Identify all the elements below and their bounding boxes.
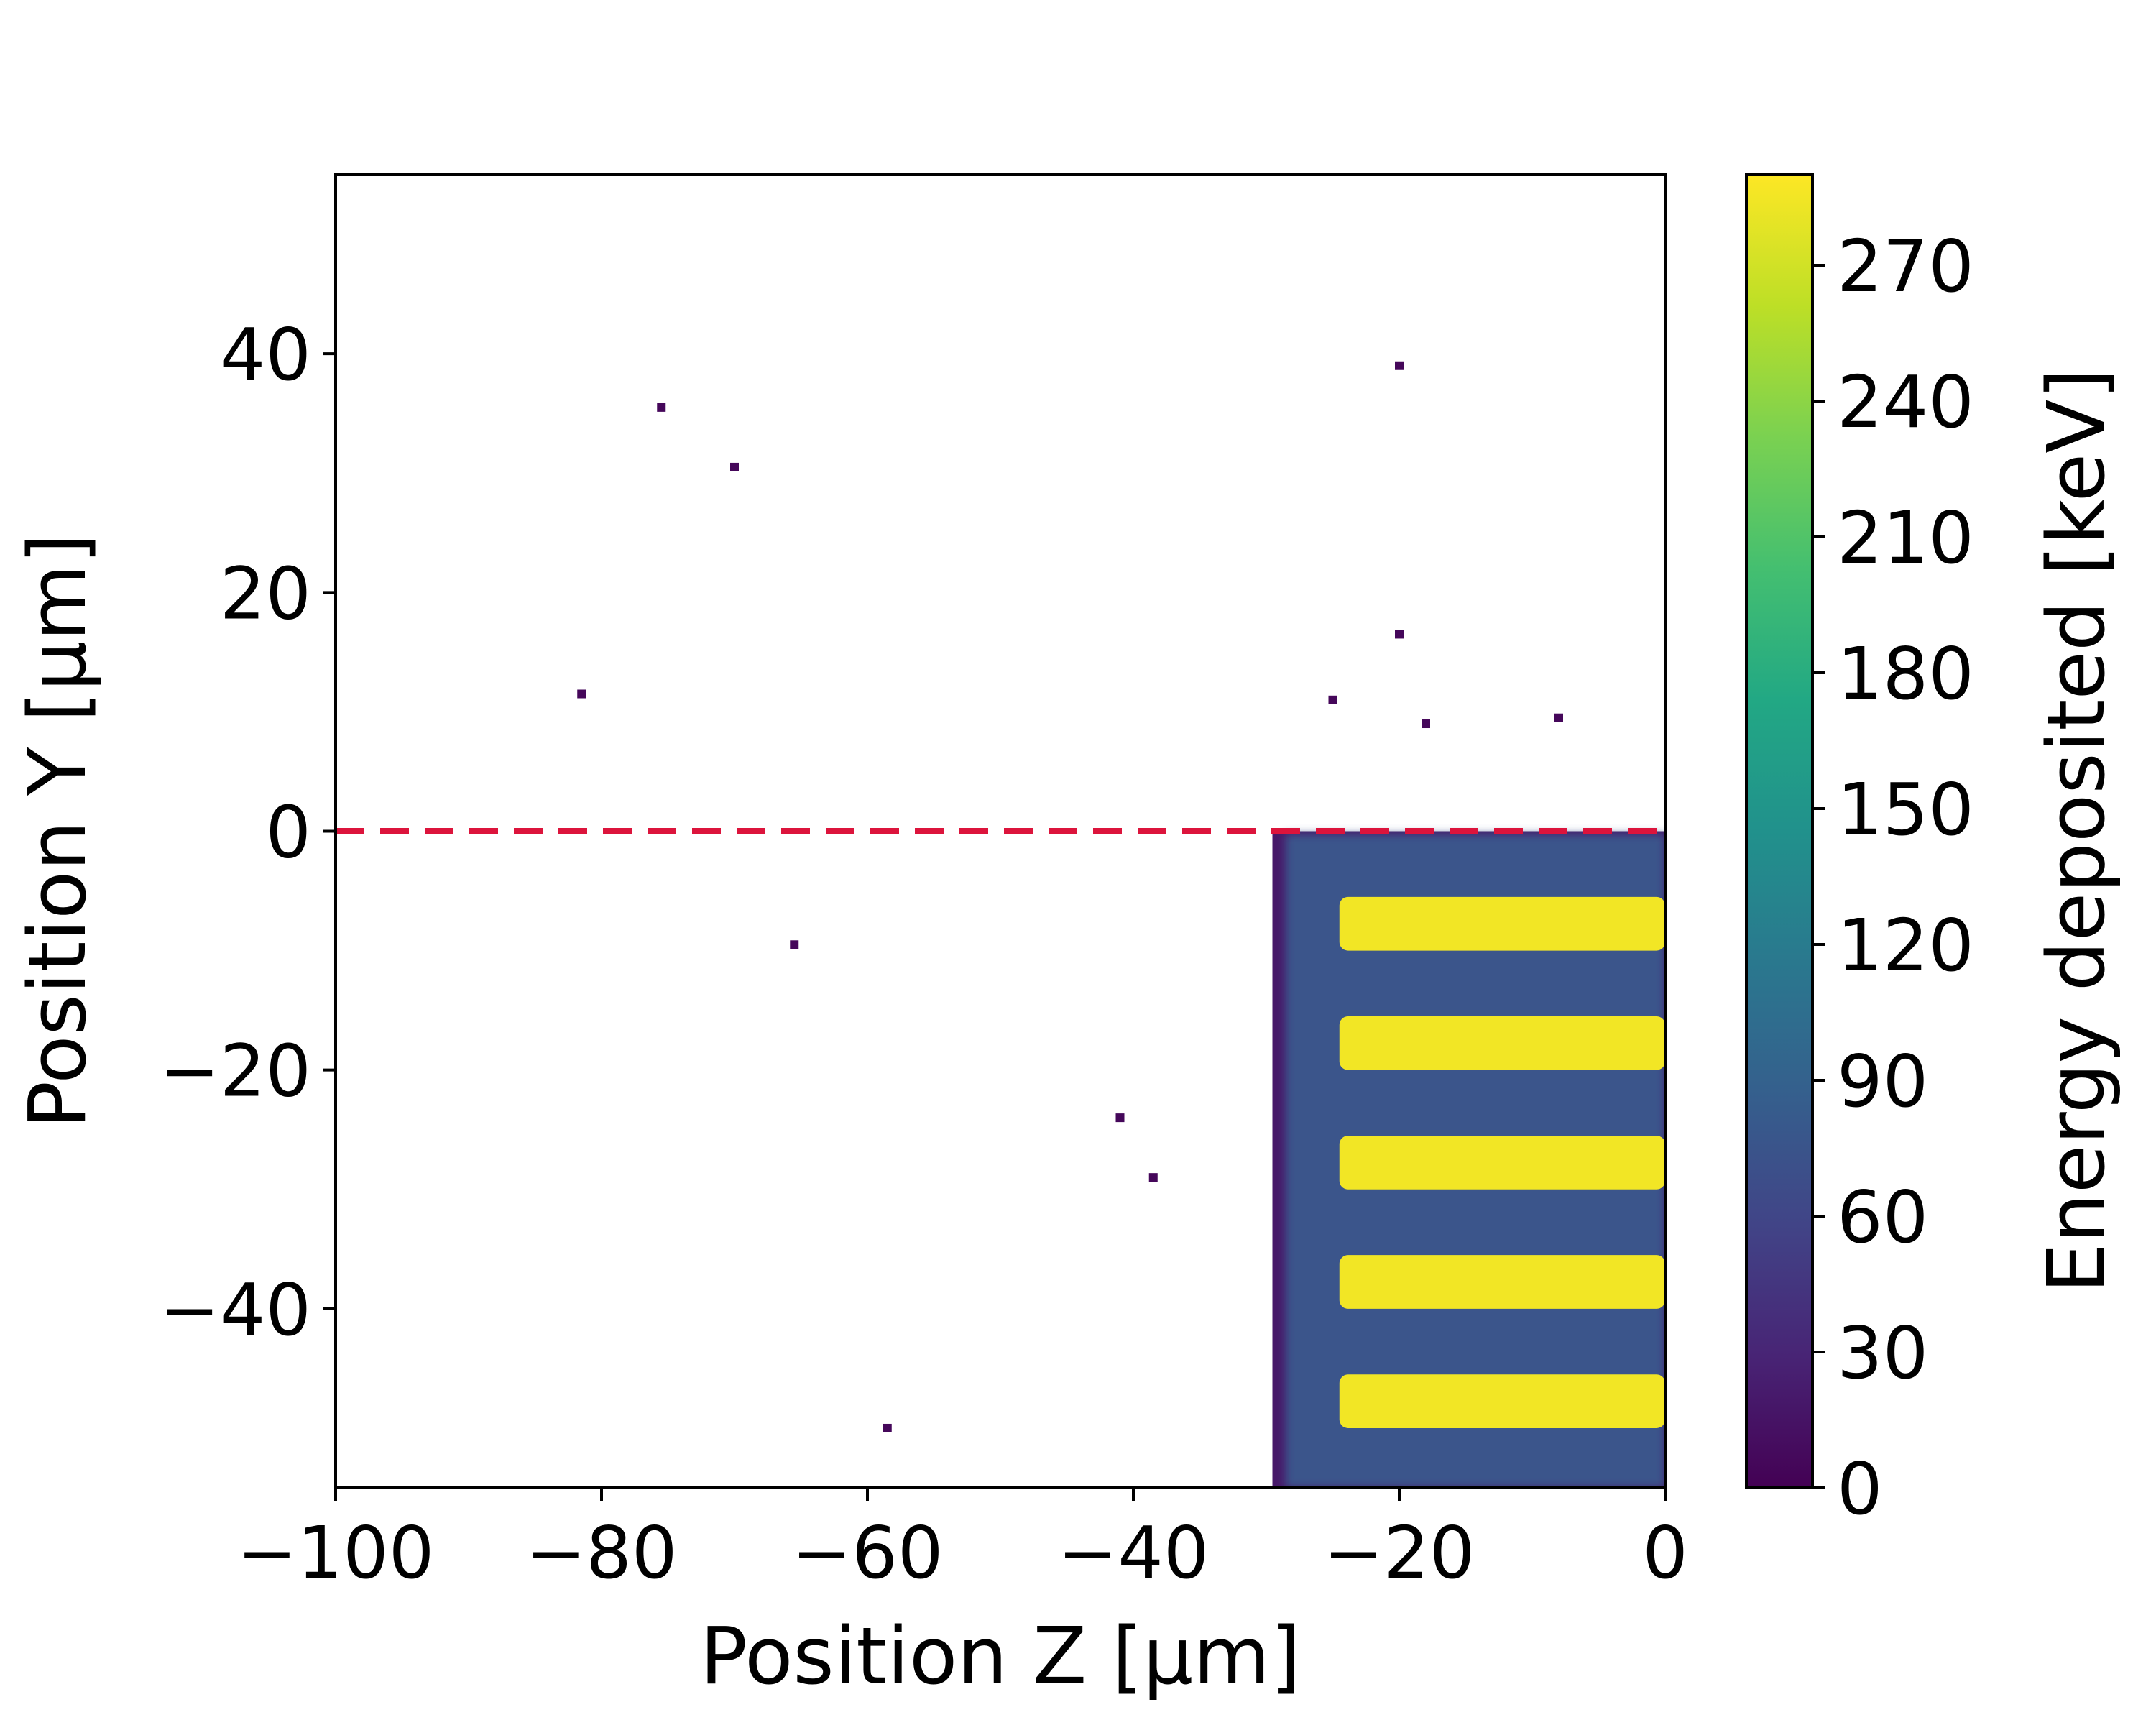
energy-stripe-2 [1339, 1016, 1665, 1070]
stray-point [883, 1423, 892, 1432]
y-tick-label: −40 [160, 1268, 311, 1352]
x-axis-ticks: −100 −80 −60 −40 −20 0 [237, 1488, 1688, 1595]
y-tick-label: −20 [160, 1029, 311, 1113]
colorbar-tick-label: 150 [1837, 768, 1974, 852]
x-tick-label: −80 [525, 1511, 677, 1595]
x-axis-label: Position Z [μm] [700, 1610, 1302, 1702]
stray-point [790, 940, 799, 949]
x-tick-label: −40 [1057, 1511, 1209, 1595]
y-axis-label: Position Y [μm] [11, 533, 103, 1128]
colorbar-tick-label: 90 [1837, 1039, 1928, 1123]
colorbar-ticks: 0 30 60 90 120 150 180 210 240 270 [1812, 224, 1974, 1531]
colorbar-tick-label: 210 [1837, 496, 1974, 580]
energy-stripe-5 [1339, 1374, 1665, 1428]
colorbar-tick-label: 270 [1837, 224, 1974, 308]
y-tick-label: 0 [265, 791, 311, 875]
colorbar-tick-label: 0 [1837, 1447, 1883, 1531]
stray-deposit-points [577, 361, 1563, 1432]
x-tick-label: −60 [791, 1511, 943, 1595]
y-axis-ticks: 40 20 0 −20 −40 [160, 313, 336, 1352]
y-tick-label: 40 [220, 313, 311, 397]
colorbar-tick-label: 240 [1837, 360, 1974, 444]
x-tick-label: −20 [1323, 1511, 1475, 1595]
stray-point [1554, 713, 1563, 722]
x-tick-label: −100 [237, 1511, 435, 1595]
stray-point [1395, 361, 1404, 370]
y-tick-label: 20 [220, 551, 311, 635]
x-tick-label: 0 [1642, 1511, 1688, 1595]
energy-stripe-3 [1339, 1136, 1665, 1190]
plot-area [336, 361, 1665, 1488]
energy-stripe-1 [1339, 896, 1665, 951]
colorbar-tick-label: 30 [1837, 1311, 1928, 1395]
colorbar-label: Energy deposited [keV] [2030, 369, 2122, 1294]
stray-point [1328, 695, 1337, 704]
stray-point [577, 689, 586, 699]
energy-stripe-4 [1339, 1255, 1665, 1309]
high-energy-stripes [1339, 896, 1665, 1428]
colorbar-tick-label: 60 [1837, 1175, 1928, 1259]
stray-point [1148, 1173, 1158, 1182]
colorbar-tick-label: 120 [1837, 903, 1974, 988]
colorbar-frame [1745, 173, 1814, 1489]
stray-point [1115, 1113, 1125, 1123]
stray-point [657, 402, 666, 412]
stray-point [730, 462, 739, 472]
colorbar-tick-label: 180 [1837, 632, 1974, 716]
stray-point [1422, 719, 1430, 729]
stray-point [1395, 630, 1404, 639]
colorbar-gradient [1746, 175, 1812, 1488]
